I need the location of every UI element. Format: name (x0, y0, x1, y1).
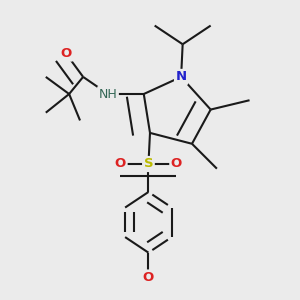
Text: S: S (144, 158, 153, 170)
Text: O: O (60, 47, 72, 60)
Text: N: N (176, 70, 187, 83)
Text: O: O (115, 158, 126, 170)
Text: O: O (171, 158, 182, 170)
Text: NH: NH (99, 88, 117, 100)
Text: O: O (143, 271, 154, 284)
